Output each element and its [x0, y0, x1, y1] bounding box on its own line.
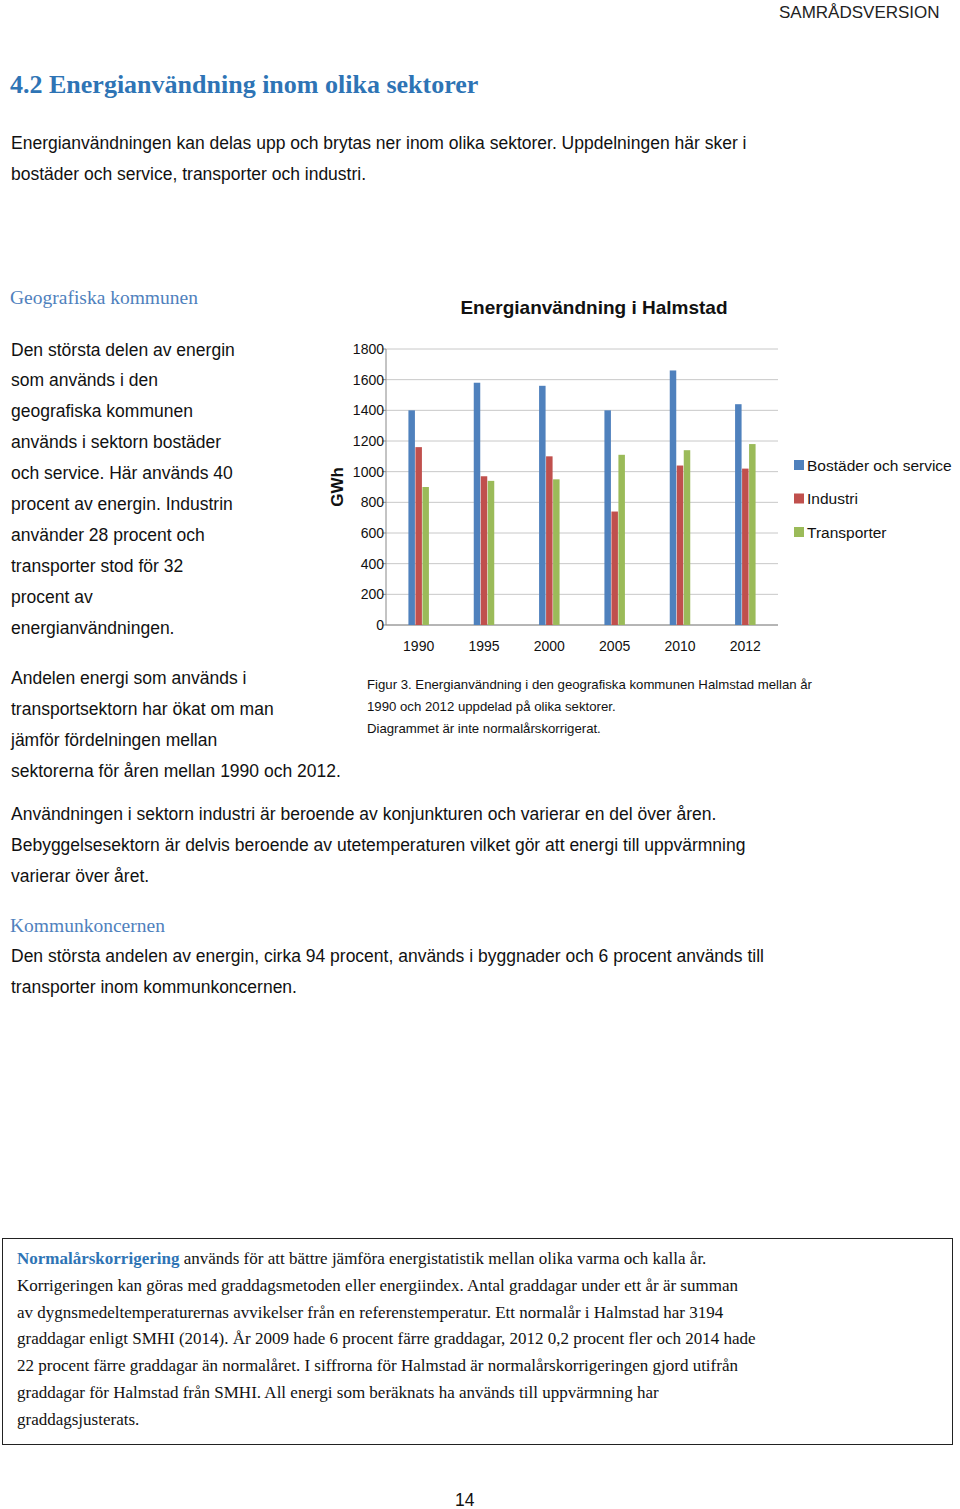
legend-label: Industri — [807, 490, 858, 507]
body-text: och service. Här används 40 — [11, 463, 233, 484]
legend-swatch — [794, 494, 804, 504]
bar — [677, 466, 684, 625]
figure-caption: Diagrammet är inte normalårskorrigerat. — [367, 721, 601, 737]
body-text: används i sektorn bostäder — [11, 432, 221, 453]
body-text: procent av energin. Industrin — [11, 494, 233, 515]
box-term: Normalårskorrigering — [17, 1249, 179, 1268]
box-text: Korrigeringen kan göras med graddagsmeto… — [17, 1276, 738, 1296]
body-text: Användningen i sektorn industri är beroe… — [11, 804, 716, 825]
body-text: transporter stod för 32 — [11, 556, 183, 577]
body-text: transporter inom kommunkoncernen. — [11, 977, 297, 998]
tick-label: 1200 — [353, 433, 384, 449]
bar — [749, 444, 756, 625]
grid-line — [386, 563, 778, 564]
chart-title: Energianvändning i Halmstad — [460, 297, 727, 318]
bar — [481, 476, 488, 625]
tick-label: 1800 — [353, 341, 384, 357]
grid-line — [386, 533, 778, 534]
bar — [422, 487, 429, 625]
page-number: 14 — [455, 1490, 474, 1509]
bar — [618, 455, 625, 625]
bar — [684, 450, 691, 625]
legend-label: Bostäder och service — [807, 457, 952, 474]
grid-line — [386, 410, 778, 411]
body-text: Andelen energi som används i — [11, 668, 246, 689]
subheading: Geografiska kommunen — [10, 286, 198, 309]
axis-line — [386, 625, 778, 626]
body-text: energianvändningen. — [11, 618, 174, 639]
figure-caption: 1990 och 2012 uppdelad på olika sektorer… — [367, 699, 616, 715]
section-heading: 4.2 Energianvändning inom olika sektorer — [10, 69, 478, 100]
tick-label: 200 — [361, 586, 385, 602]
grid-line — [386, 471, 778, 472]
body-text: Den största delen av energin — [11, 340, 235, 361]
grid-line — [386, 441, 778, 442]
bar — [670, 370, 677, 625]
grid-line — [386, 349, 778, 350]
axis-title: GWh — [328, 467, 347, 507]
body-text: jämför fördelningen mellan — [11, 730, 217, 751]
chart: Energianvändning i Halmstad GWh 0 200 400 600… — [0, 0, 960, 700]
grid-line — [386, 625, 778, 626]
bar — [488, 481, 495, 625]
tick-label: 0 — [376, 617, 384, 633]
category-label: 1995 — [468, 638, 499, 654]
subheading: Kommunkoncernen — [10, 914, 165, 937]
tick-label: 600 — [361, 525, 385, 541]
category-label: 1990 — [403, 638, 434, 654]
body-text: Bebyggelsesektorn är delvis beroende av … — [11, 835, 745, 856]
body-text: transportsektorn har ökat om man — [11, 699, 274, 720]
body-text: geografiska kommunen — [11, 401, 193, 422]
grid-line — [386, 594, 778, 595]
body-text: sektorerna för åren mellan 1990 och 2012… — [11, 761, 341, 782]
body-text: varierar över året. — [11, 866, 149, 887]
box-text: 22 procent färre graddagar än normalåret… — [17, 1356, 738, 1376]
body-text: Den största andelen av energin, cirka 94… — [11, 946, 764, 967]
bar — [611, 512, 618, 625]
bar — [474, 383, 481, 625]
tick-label: 400 — [361, 556, 385, 572]
bar — [604, 410, 611, 625]
legend-swatch — [794, 460, 804, 470]
tick-label: 800 — [361, 494, 385, 510]
category-label: 2005 — [599, 638, 630, 654]
bar — [546, 456, 553, 625]
category-label: 2012 — [730, 638, 761, 654]
grid-line — [386, 502, 778, 503]
body-text: procent av — [11, 587, 93, 608]
box-text: graddagar enligt SMHI (2014). År 2009 ha… — [17, 1329, 756, 1349]
bar — [415, 447, 422, 625]
box-text: graddagar för Halmstad från SMHI. All en… — [17, 1383, 659, 1403]
box-text: används för att bättre jämföra energista… — [179, 1249, 706, 1268]
bar — [742, 469, 749, 625]
bar — [539, 386, 546, 625]
box-text: Normalårskorrigering används för att bät… — [17, 1249, 706, 1269]
box-text: graddagsjusterats. — [17, 1410, 139, 1430]
body-text: använder 28 procent och — [11, 525, 205, 546]
bar — [735, 404, 742, 625]
figure-caption: Figur 3. Energianvändning i den geografi… — [367, 677, 812, 693]
bars — [408, 370, 755, 625]
tick-label: 1600 — [353, 372, 384, 388]
tick-label: 1000 — [353, 464, 384, 480]
intro-text: bostäder och service, transporter och in… — [11, 164, 366, 185]
intro-text: Energianvändningen kan delas upp och bry… — [11, 133, 746, 154]
bar — [553, 479, 560, 625]
category-label: 2010 — [664, 638, 695, 654]
axis-line — [386, 349, 387, 625]
body-text: som används i den — [11, 370, 158, 391]
category-label: 2000 — [534, 638, 565, 654]
bar — [408, 410, 415, 625]
running-header: SAMRÅDSVERSION — [779, 4, 940, 22]
tick-label: 1400 — [353, 402, 384, 418]
legend-label: Transporter — [807, 524, 887, 541]
grid-line — [386, 379, 778, 380]
legend-swatch — [794, 527, 804, 537]
page: SAMRÅDSVERSION 4.2 Energianvändning inom … — [0, 0, 960, 1509]
box-text: av dygnsmedeltemperaturernas avvikelser … — [17, 1303, 723, 1323]
